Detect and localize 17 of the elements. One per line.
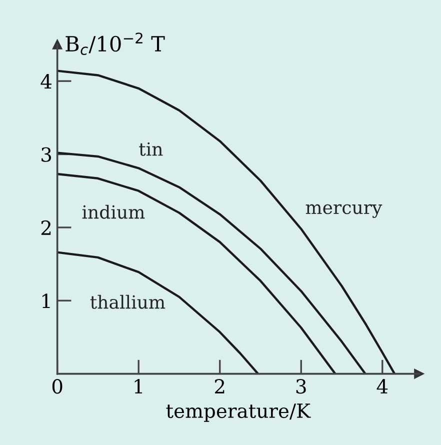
x-tick-label: 1 — [134, 379, 142, 394]
y-tick-label: 4 — [40, 74, 52, 88]
series-label: mercury — [306, 204, 382, 218]
line-series — [57, 70, 396, 374]
x-tick-label: 4 — [376, 379, 388, 394]
x-tick-label: 0 — [52, 379, 62, 394]
y-tick-label: 1 — [42, 294, 50, 308]
x-tick-label: 2 — [214, 379, 224, 394]
y-tick-label: 2 — [41, 220, 51, 235]
series-label: thallium — [90, 294, 166, 309]
line-series — [57, 251, 260, 374]
series-label: tin — [139, 142, 163, 156]
x-tick-label: 3 — [296, 379, 306, 394]
y-tick-label: 3 — [42, 147, 52, 162]
x-axis-title: temperature/K — [166, 404, 311, 422]
series-label: indium — [82, 204, 145, 219]
y-axis-title: B$_{c}$/10$^{−2}$ T — [66, 32, 165, 55]
